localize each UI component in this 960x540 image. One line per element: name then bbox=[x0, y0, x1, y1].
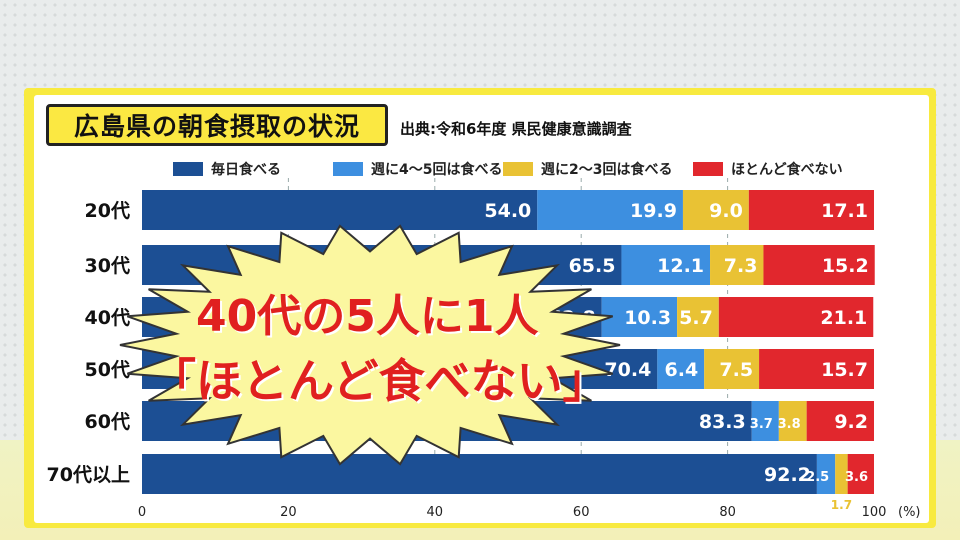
data-label: 10.3 bbox=[624, 307, 671, 329]
bar-segment bbox=[710, 245, 764, 285]
legend-swatch bbox=[333, 162, 363, 176]
data-label: 15.7 bbox=[821, 359, 868, 381]
x-tick-label: 60 bbox=[573, 505, 590, 520]
data-label: 3.6 bbox=[845, 470, 868, 485]
data-label: 54.0 bbox=[484, 200, 531, 222]
legend-item-4-5: 週に4～5回は食べる bbox=[333, 159, 502, 179]
bar-segment bbox=[847, 454, 874, 494]
bar-segment bbox=[537, 190, 683, 230]
bar-segment bbox=[682, 190, 749, 230]
bar-segment bbox=[806, 401, 874, 441]
data-label: 7.3 bbox=[724, 255, 758, 277]
data-label: 19.9 bbox=[630, 200, 677, 222]
category-label: 40代 bbox=[85, 307, 130, 329]
data-label: 83.3 bbox=[699, 411, 746, 433]
bar-segment bbox=[816, 454, 836, 494]
legend-swatch bbox=[503, 162, 533, 176]
chart-title: 広島県の朝食摂取の状況 bbox=[46, 104, 388, 146]
data-label: 92.2 bbox=[764, 464, 811, 486]
legend-label: 週に2～3回は食べる bbox=[541, 162, 673, 178]
callout-line1: 40代の5人に1人 bbox=[196, 291, 539, 342]
data-label: 21.1 bbox=[820, 307, 867, 329]
legend-label: 毎日食べる bbox=[211, 162, 281, 178]
bar-segment bbox=[759, 349, 874, 389]
bar-segment bbox=[748, 190, 874, 230]
bar-segment bbox=[601, 297, 678, 337]
bar-segment bbox=[142, 454, 817, 494]
legend-item-2-3: 週に2～3回は食べる bbox=[503, 159, 672, 179]
x-tick-label: 0 bbox=[138, 505, 146, 520]
x-tick-label: 40 bbox=[427, 505, 444, 520]
data-label: 3.8 bbox=[778, 417, 801, 432]
legend-swatch bbox=[173, 162, 203, 176]
callout-line2: 「ほとんど食べない」 bbox=[150, 354, 609, 408]
data-label: 5.7 bbox=[679, 307, 713, 329]
bar-segment bbox=[677, 297, 719, 337]
data-label: 12.1 bbox=[657, 255, 704, 277]
data-label: 15.2 bbox=[822, 255, 869, 277]
bar-segment bbox=[718, 297, 874, 337]
category-label: 50代 bbox=[85, 359, 130, 381]
starburst-shape bbox=[119, 224, 621, 466]
bar-segment bbox=[142, 190, 538, 230]
data-label: 2.5 bbox=[806, 470, 829, 485]
chart-source: 出典:令和6年度 県民健康意識調査 bbox=[400, 120, 632, 138]
x-unit-label: (%) bbox=[898, 505, 921, 520]
bar-segment bbox=[835, 454, 848, 494]
data-label: 3.7 bbox=[750, 417, 773, 432]
x-tick-label: 80 bbox=[719, 505, 736, 520]
x-tick-label: 20 bbox=[280, 505, 297, 520]
category-label: 30代 bbox=[85, 255, 130, 277]
legend-label: ほとんど食べない bbox=[731, 162, 843, 178]
data-label: 9.0 bbox=[709, 200, 743, 222]
legend-swatch bbox=[693, 162, 723, 176]
data-label: 70.4 bbox=[604, 359, 651, 381]
x-tick-label: 100 bbox=[862, 505, 887, 520]
category-label: 60代 bbox=[85, 411, 130, 433]
legend-item-daily: 毎日食べる bbox=[173, 159, 281, 179]
bar-segment bbox=[778, 401, 807, 441]
data-label: 6.4 bbox=[665, 359, 699, 381]
bar-segment bbox=[621, 245, 711, 285]
bar-segment bbox=[751, 401, 779, 441]
bar-segment bbox=[657, 349, 705, 389]
legend-label: 週に4～5回は食べる bbox=[371, 162, 503, 178]
data-label: 7.5 bbox=[719, 359, 753, 381]
bar-segment bbox=[704, 349, 760, 389]
data-label: 1.7 bbox=[831, 498, 852, 512]
bar-segment bbox=[763, 245, 875, 285]
data-label: 17.1 bbox=[821, 200, 868, 222]
legend-item-rarely: ほとんど食べない bbox=[693, 159, 843, 179]
category-label: 70代以上 bbox=[47, 464, 130, 486]
data-label: 9.2 bbox=[834, 411, 868, 433]
category-label: 20代 bbox=[85, 200, 130, 222]
data-label: 65.5 bbox=[569, 255, 616, 277]
